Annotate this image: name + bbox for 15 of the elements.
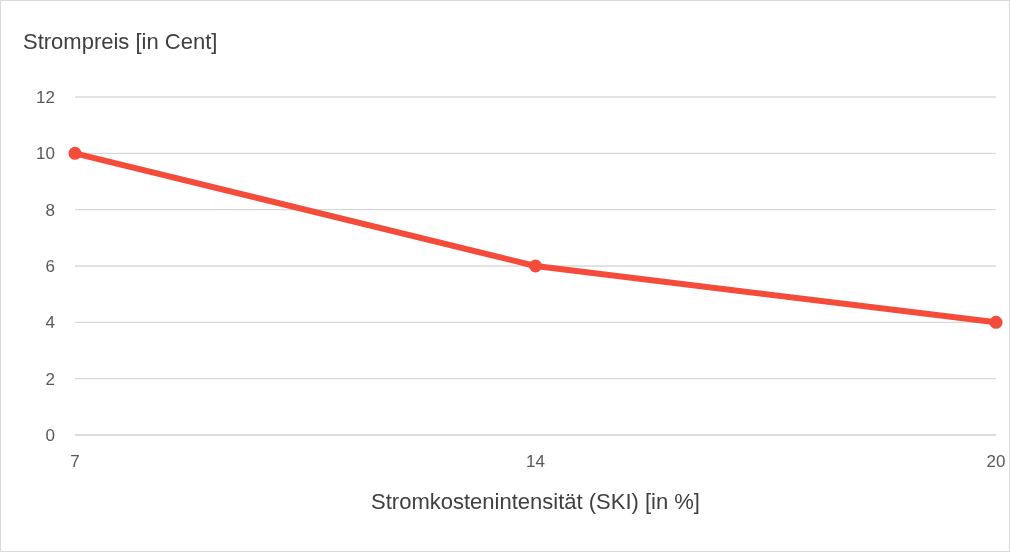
y-tick-label: 10	[36, 144, 55, 164]
point	[529, 259, 542, 273]
y-tick-label: 2	[45, 369, 55, 389]
y-tick-label: 8	[45, 200, 55, 220]
y-tick-label: 12	[36, 88, 55, 108]
point	[989, 315, 1003, 329]
x-tick-label: 7	[70, 452, 80, 472]
x-tick-label: 14	[526, 452, 545, 472]
x-axis-title: Stromkostenintensität (SKI) [in %]	[371, 489, 700, 514]
point	[68, 146, 82, 160]
y-tick-label: 4	[45, 313, 55, 333]
y-axis-title: Strompreis [in Cent]	[23, 29, 218, 55]
y-tick-label: 6	[45, 257, 55, 277]
y-tick-label: 0	[45, 426, 55, 446]
x-tick-label: 20	[986, 452, 1006, 472]
